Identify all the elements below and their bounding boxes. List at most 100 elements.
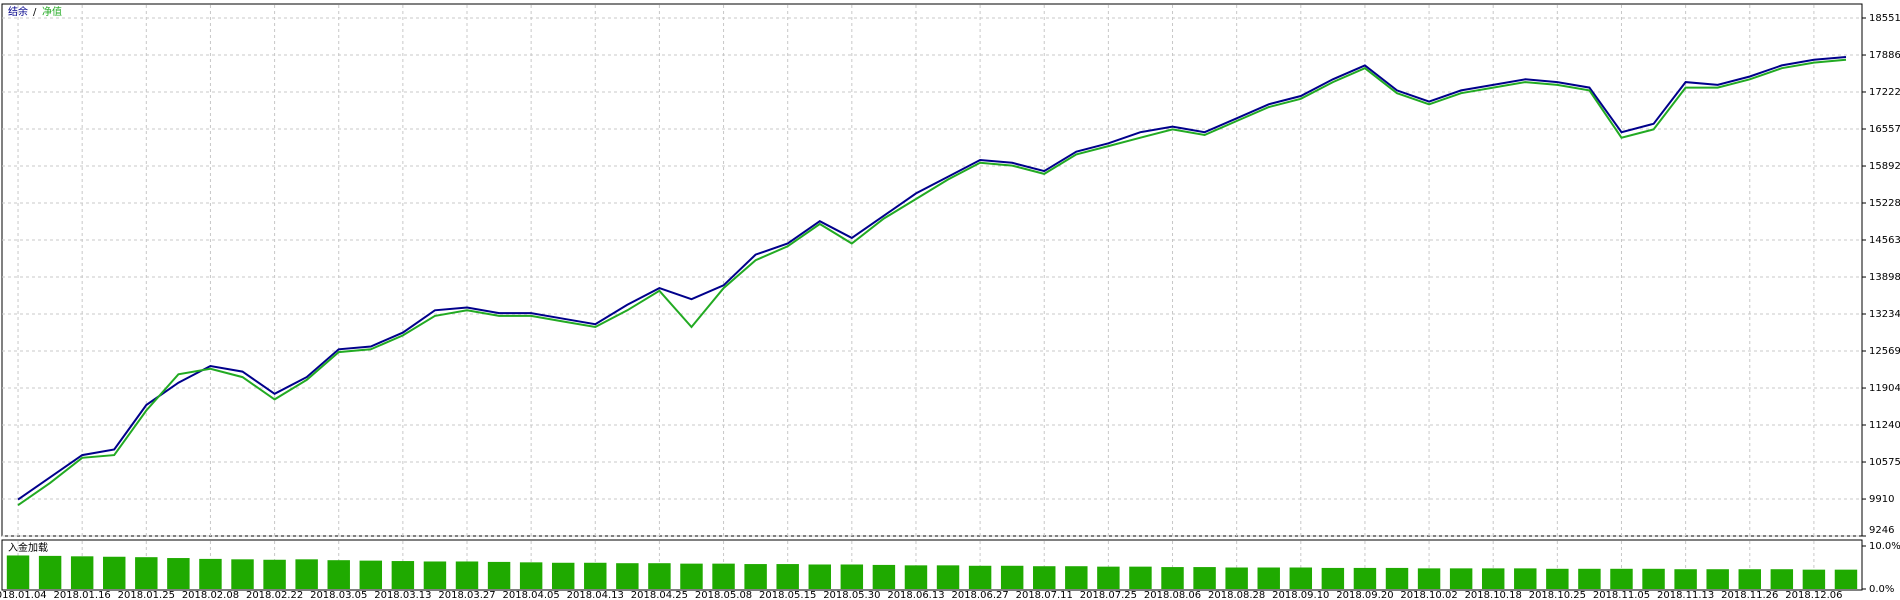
x-tick-label: 2018.08.28 xyxy=(1208,590,1265,600)
x-tick-label: 2018.04.13 xyxy=(567,590,624,600)
bar xyxy=(1514,568,1537,589)
x-tick-label: 2018.09.10 xyxy=(1272,590,1329,600)
x-tick-label: 2018.02.22 xyxy=(246,590,303,600)
y-tick-label: 15228 xyxy=(1869,198,1900,209)
main-panel xyxy=(1,3,1863,537)
bar xyxy=(135,557,158,589)
y-tick-label: 13898 xyxy=(1869,272,1900,283)
bar xyxy=(391,561,415,589)
bar xyxy=(1417,568,1441,589)
x-tick-label: 2018.05.08 xyxy=(695,590,752,600)
bar xyxy=(1161,567,1184,589)
bar xyxy=(936,565,960,589)
bar xyxy=(1321,567,1345,589)
bar xyxy=(6,555,30,589)
bar xyxy=(551,562,575,589)
y-tick-label: 16557 xyxy=(1869,124,1900,135)
series-line xyxy=(17,58,1847,507)
bar xyxy=(1449,568,1473,589)
bar xyxy=(519,562,543,589)
legend-separator: / xyxy=(33,7,37,18)
x-tick-label: 2018.10.02 xyxy=(1400,590,1457,600)
bar xyxy=(1546,568,1569,589)
bar xyxy=(70,556,94,589)
x-tick-label: 2018.10.25 xyxy=(1529,590,1586,600)
y-tick-label: 13234 xyxy=(1869,309,1900,320)
x-tick-label: 2018.03.05 xyxy=(310,590,367,600)
legend-entry: 净值 xyxy=(42,5,62,18)
x-tick-label: 2018.04.05 xyxy=(503,590,560,600)
x-tick-label: 2018.05.15 xyxy=(759,590,816,600)
bar xyxy=(231,559,254,589)
subchart-title: 入金加载 xyxy=(8,541,48,554)
bar xyxy=(1000,565,1024,589)
bar xyxy=(1578,568,1601,589)
bar xyxy=(487,561,511,589)
bar xyxy=(199,558,222,589)
x-tick-label: 2018.12.06 xyxy=(1785,590,1842,600)
bar xyxy=(712,563,735,589)
bar xyxy=(648,563,671,589)
bar xyxy=(968,565,992,589)
x-tick-label: 2018.06.13 xyxy=(887,590,944,600)
bar xyxy=(1738,569,1761,589)
x-tick-label: 2018.06.27 xyxy=(951,590,1008,600)
bar xyxy=(263,559,286,589)
y-tick-label: 17222 xyxy=(1869,87,1900,98)
bar xyxy=(295,559,318,589)
bar xyxy=(1834,569,1858,589)
bar xyxy=(616,563,639,589)
y-tick-label: 0.0% xyxy=(1869,584,1894,595)
bar xyxy=(1065,566,1088,589)
bar xyxy=(423,561,447,589)
bar xyxy=(1642,568,1665,589)
bar xyxy=(1481,568,1505,589)
bar xyxy=(1802,569,1826,589)
x-tick-label: 2018.10.18 xyxy=(1465,590,1522,600)
x-tick-label: 2018.03.13 xyxy=(374,590,431,600)
bar xyxy=(1097,566,1120,589)
bar xyxy=(455,561,479,589)
bar xyxy=(840,564,864,589)
bar xyxy=(872,564,896,589)
y-tick-label: 10.0% xyxy=(1869,541,1900,552)
bar xyxy=(327,560,350,589)
x-tick-label: 2018.04.25 xyxy=(631,590,688,600)
bar xyxy=(1385,567,1409,589)
x-tick-label: 2018.11.26 xyxy=(1721,590,1778,600)
y-tick-label: 18551 xyxy=(1869,13,1900,24)
bar xyxy=(38,555,62,589)
x-tick-label: 2018.01.16 xyxy=(54,590,111,600)
legend-entry: 结余 xyxy=(8,5,28,18)
bar xyxy=(744,564,767,589)
x-tick-label: 2018.05.30 xyxy=(823,590,880,600)
x-tick-label: 2018.09.20 xyxy=(1336,590,1393,600)
x-tick-label: 2018.02.08 xyxy=(182,590,239,600)
bar xyxy=(167,558,190,589)
x-tick-label: 2018.01.25 xyxy=(118,590,175,600)
y-tick-label: 10575 xyxy=(1869,457,1900,468)
bar xyxy=(1257,567,1280,589)
bar xyxy=(584,562,607,589)
series-line xyxy=(17,56,1847,501)
bar xyxy=(1129,566,1152,589)
bar xyxy=(1033,566,1056,589)
x-tick-label: 2018.07.11 xyxy=(1016,590,1073,600)
y-tick-label: 11240 xyxy=(1869,420,1900,431)
bar xyxy=(1353,567,1377,589)
y-tick-label: 14563 xyxy=(1869,235,1900,246)
bar xyxy=(1610,568,1633,589)
x-tick-label: 2018.07.25 xyxy=(1080,590,1137,600)
x-tick-label: 2018.11.05 xyxy=(1593,590,1650,600)
y-tick-label: 17886 xyxy=(1869,50,1900,61)
x-tick-label: 2018.01.04 xyxy=(0,590,47,600)
bar xyxy=(1770,569,1794,589)
bar xyxy=(1193,567,1216,589)
bar xyxy=(904,565,928,589)
bar xyxy=(1674,569,1697,589)
y-tick-label: 12569 xyxy=(1869,346,1900,357)
bar xyxy=(359,560,383,589)
y-tick-label: 15892 xyxy=(1869,161,1900,172)
